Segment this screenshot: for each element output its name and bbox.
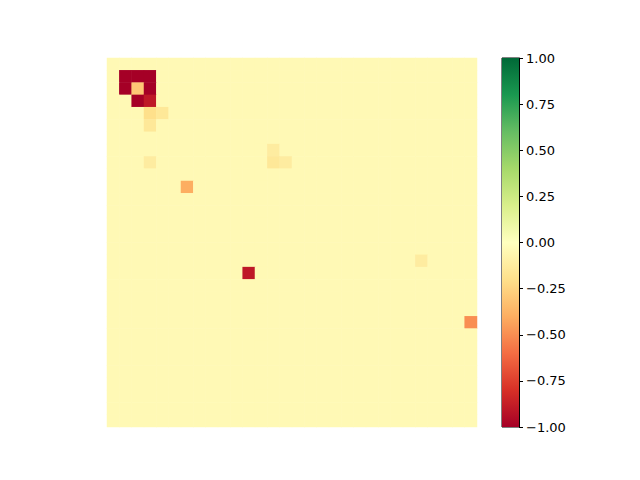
- svg-text:1.00: 1.00: [526, 51, 555, 66]
- svg-text:0.00: 0.00: [526, 235, 555, 250]
- svg-text:−0.25: −0.25: [526, 281, 566, 296]
- svg-text:0.75: 0.75: [526, 97, 555, 112]
- svg-text:−0.75: −0.75: [526, 373, 566, 388]
- svg-text:−1.00: −1.00: [526, 420, 566, 435]
- svg-text:0.50: 0.50: [526, 143, 555, 158]
- svg-text:−0.50: −0.50: [526, 327, 566, 342]
- svg-text:0.25: 0.25: [526, 189, 555, 204]
